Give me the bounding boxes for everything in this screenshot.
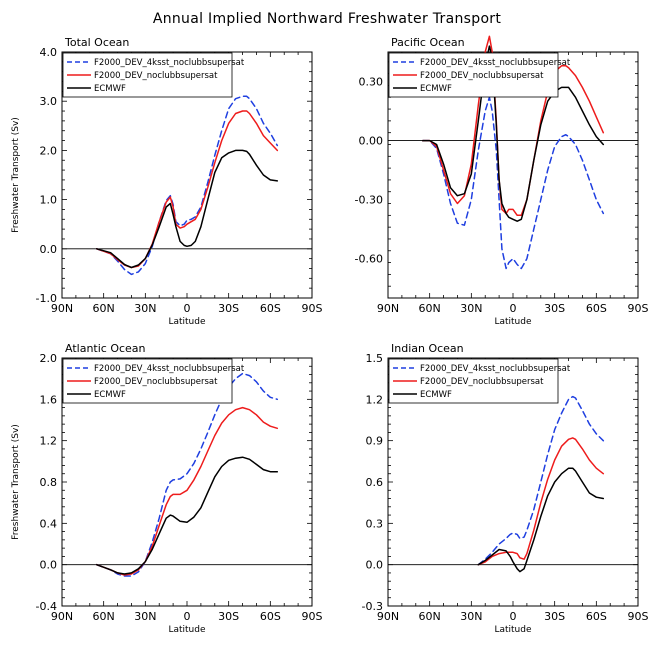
series-line bbox=[421, 96, 605, 270]
y-tick-label: -1.0 bbox=[36, 292, 57, 305]
y-axis-label: Freshwater Transport (Sv) bbox=[11, 117, 21, 233]
x-axis-label: Latitude bbox=[494, 317, 532, 327]
figure-title: Annual Implied Northward Freshwater Tran… bbox=[153, 11, 502, 27]
y-tick-label: 4.0 bbox=[40, 46, 58, 59]
y-tick-label: 0.6 bbox=[366, 476, 384, 489]
x-tick-label: 90S bbox=[628, 302, 649, 315]
y-tick-label: 1.2 bbox=[366, 393, 384, 406]
x-tick-label: 90S bbox=[628, 610, 649, 623]
series-line bbox=[421, 45, 605, 222]
x-tick-label: 30N bbox=[134, 610, 156, 623]
x-tick-label: 30N bbox=[460, 610, 482, 623]
y-tick-label: 0.0 bbox=[40, 243, 58, 256]
x-tick-label: 60S bbox=[586, 302, 607, 315]
x-tick-label: 60N bbox=[419, 610, 441, 623]
x-axis-label: Latitude bbox=[168, 625, 206, 635]
legend-label: F2000_DEV_noclubbsupersat bbox=[420, 377, 544, 387]
y-tick-label: 0.00 bbox=[359, 135, 384, 148]
panel-title: Pacific Ocean bbox=[391, 36, 465, 49]
panel-title: Indian Ocean bbox=[391, 342, 464, 355]
x-tick-label: 30N bbox=[460, 302, 482, 315]
x-tick-label: 90N bbox=[377, 610, 399, 623]
x-tick-label: 90S bbox=[302, 610, 323, 623]
y-tick-label: 0.0 bbox=[40, 559, 58, 572]
x-tick-label: 0 bbox=[510, 302, 517, 315]
legend-label: ECMWF bbox=[420, 390, 452, 400]
series-line bbox=[95, 110, 279, 269]
x-tick-label: 90N bbox=[51, 610, 73, 623]
series-line bbox=[95, 95, 279, 276]
y-tick-label: 0.0 bbox=[366, 559, 384, 572]
x-axis-label: Latitude bbox=[494, 625, 532, 635]
x-tick-label: 0 bbox=[184, 302, 191, 315]
x-tick-label: 0 bbox=[510, 610, 517, 623]
y-tick-label: 1.6 bbox=[40, 393, 58, 406]
x-tick-label: 60N bbox=[419, 302, 441, 315]
panel-title: Total Ocean bbox=[64, 36, 129, 49]
x-tick-label: 60N bbox=[93, 610, 115, 623]
legend-label: F2000_DEV_4ksst_noclubbsupersat bbox=[94, 364, 245, 374]
x-tick-label: 90S bbox=[302, 302, 323, 315]
y-tick-label: 1.0 bbox=[40, 194, 58, 207]
legend-label: F2000_DEV_4ksst_noclubbsupersat bbox=[94, 58, 245, 68]
series-line bbox=[477, 395, 605, 566]
legend-box bbox=[388, 52, 559, 98]
y-tick-label: 3.0 bbox=[40, 95, 58, 108]
legend-label: ECMWF bbox=[94, 84, 126, 94]
x-axis-label: Latitude bbox=[168, 317, 206, 327]
y-tick-label: 0.9 bbox=[366, 435, 384, 448]
panel-title: Atlantic Ocean bbox=[65, 342, 146, 355]
x-tick-label: 60S bbox=[260, 610, 281, 623]
x-tick-label: 60N bbox=[93, 302, 115, 315]
x-tick-label: 60S bbox=[586, 610, 607, 623]
x-tick-label: 90N bbox=[51, 302, 73, 315]
legend-label: F2000_DEV_4ksst_noclubbsupersat bbox=[420, 58, 571, 68]
y-tick-label: -0.3 bbox=[362, 600, 383, 613]
series-line bbox=[477, 467, 605, 573]
x-tick-label: 90N bbox=[377, 302, 399, 315]
legend-label: ECMWF bbox=[94, 390, 126, 400]
y-tick-label: -0.4 bbox=[36, 600, 57, 613]
y-tick-label: 0.8 bbox=[40, 476, 58, 489]
y-tick-label: 2.0 bbox=[40, 144, 58, 157]
series-line bbox=[95, 456, 279, 575]
x-tick-label: 30S bbox=[544, 302, 565, 315]
legend-box bbox=[388, 358, 559, 404]
y-tick-label: 1.5 bbox=[366, 352, 384, 365]
y-tick-label: 0.4 bbox=[40, 517, 58, 530]
legend-label: F2000_DEV_noclubbsupersat bbox=[420, 71, 544, 81]
y-tick-label: 0.30 bbox=[359, 76, 384, 89]
x-tick-label: 0 bbox=[184, 610, 191, 623]
series-line bbox=[477, 437, 605, 566]
x-tick-label: 30S bbox=[544, 610, 565, 623]
y-tick-label: 0.3 bbox=[366, 517, 384, 530]
legend-label: ECMWF bbox=[420, 84, 452, 94]
series-line bbox=[95, 149, 279, 269]
y-axis-label: Freshwater Transport (Sv) bbox=[11, 424, 21, 540]
y-tick-label: 2.0 bbox=[40, 352, 58, 365]
y-tick-label: 1.2 bbox=[40, 435, 58, 448]
series-line bbox=[95, 406, 279, 576]
legend-box bbox=[62, 358, 233, 404]
series-line bbox=[421, 35, 605, 217]
x-tick-label: 30S bbox=[218, 610, 239, 623]
series-line bbox=[95, 372, 279, 577]
x-tick-label: 30S bbox=[218, 302, 239, 315]
legend-label: F2000_DEV_noclubbsupersat bbox=[94, 377, 218, 387]
x-tick-label: 60S bbox=[260, 302, 281, 315]
y-tick-label: -0.30 bbox=[355, 194, 383, 207]
legend-label: F2000_DEV_noclubbsupersat bbox=[94, 71, 218, 81]
legend-label: F2000_DEV_4ksst_noclubbsupersat bbox=[420, 364, 571, 374]
y-tick-label: -0.60 bbox=[355, 253, 383, 266]
legend-box bbox=[62, 52, 233, 98]
x-tick-label: 30N bbox=[134, 302, 156, 315]
